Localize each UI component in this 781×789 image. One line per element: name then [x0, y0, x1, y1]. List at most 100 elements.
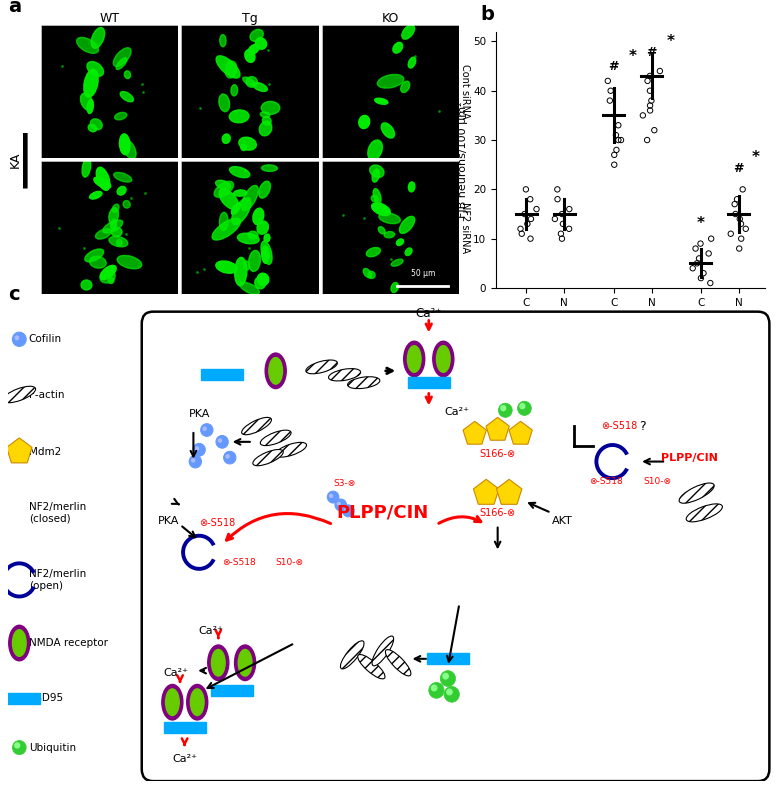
Ellipse shape: [100, 271, 116, 283]
Ellipse shape: [384, 231, 394, 237]
Bar: [211, 685, 253, 696]
Ellipse shape: [214, 181, 234, 197]
Text: S10-⊗: S10-⊗: [276, 558, 304, 567]
Ellipse shape: [372, 169, 380, 182]
Ellipse shape: [232, 198, 251, 225]
Ellipse shape: [230, 166, 250, 178]
Ellipse shape: [363, 268, 372, 278]
Point: [615, 134, 627, 147]
Ellipse shape: [253, 208, 264, 225]
Ellipse shape: [187, 685, 208, 720]
Bar: [201, 369, 243, 380]
Ellipse shape: [90, 256, 106, 268]
Ellipse shape: [241, 144, 247, 151]
Point: [514, 222, 526, 235]
Point: [731, 193, 744, 206]
Ellipse shape: [88, 125, 97, 132]
Point: [524, 193, 537, 206]
Ellipse shape: [358, 655, 385, 679]
Text: *: *: [666, 34, 675, 49]
Ellipse shape: [234, 190, 247, 196]
Ellipse shape: [234, 645, 255, 680]
Point: [645, 95, 658, 107]
Ellipse shape: [393, 43, 403, 53]
Text: ⊗-S518: ⊗-S518: [222, 558, 256, 567]
Ellipse shape: [262, 246, 269, 264]
Ellipse shape: [124, 71, 130, 79]
Ellipse shape: [260, 112, 269, 118]
Ellipse shape: [87, 99, 94, 114]
Ellipse shape: [408, 182, 415, 192]
Ellipse shape: [253, 450, 284, 466]
Ellipse shape: [243, 77, 255, 86]
Point: [690, 257, 703, 270]
Circle shape: [203, 427, 206, 430]
Ellipse shape: [259, 181, 270, 198]
Text: NF2/merlin
(closed): NF2/merlin (closed): [29, 502, 86, 524]
Circle shape: [219, 439, 222, 442]
Y-axis label: NF2 siRNA: NF2 siRNA: [460, 202, 470, 253]
Text: #: #: [608, 61, 619, 73]
Ellipse shape: [81, 280, 92, 290]
Polygon shape: [463, 421, 487, 444]
Ellipse shape: [111, 227, 122, 237]
Circle shape: [201, 424, 213, 436]
Text: ⊗-S518: ⊗-S518: [199, 518, 235, 528]
Ellipse shape: [109, 237, 128, 247]
Text: ⊗-S518: ⊗-S518: [590, 477, 623, 486]
Ellipse shape: [212, 219, 241, 240]
Point: [686, 262, 699, 275]
Polygon shape: [509, 421, 533, 444]
Point: [654, 65, 666, 77]
Ellipse shape: [103, 220, 123, 233]
Ellipse shape: [250, 29, 263, 41]
Point: [694, 271, 707, 285]
Circle shape: [343, 505, 354, 517]
Ellipse shape: [368, 271, 375, 279]
Text: 50 μm: 50 μm: [411, 269, 435, 279]
Ellipse shape: [372, 636, 394, 666]
Bar: [427, 653, 469, 664]
Ellipse shape: [216, 56, 240, 78]
Ellipse shape: [260, 430, 291, 446]
Ellipse shape: [686, 504, 722, 522]
Ellipse shape: [262, 101, 280, 114]
Circle shape: [501, 406, 505, 410]
Point: [690, 242, 702, 255]
Ellipse shape: [401, 81, 410, 92]
Ellipse shape: [208, 645, 229, 680]
Text: ⊗-S518: ⊗-S518: [601, 421, 637, 431]
Ellipse shape: [234, 257, 247, 286]
Point: [557, 218, 569, 230]
Point: [604, 95, 616, 107]
Ellipse shape: [9, 625, 30, 661]
Ellipse shape: [266, 353, 286, 389]
Text: S166-⊗: S166-⊗: [480, 449, 515, 458]
Ellipse shape: [87, 62, 104, 77]
Text: F-actin: F-actin: [29, 390, 64, 399]
Point: [608, 159, 620, 171]
Circle shape: [447, 690, 452, 695]
Point: [736, 183, 749, 196]
Ellipse shape: [216, 261, 237, 273]
Ellipse shape: [401, 24, 415, 39]
Ellipse shape: [116, 58, 127, 69]
Point: [733, 213, 746, 226]
Ellipse shape: [255, 277, 266, 289]
Point: [693, 252, 705, 265]
Text: PLPP/CIN: PLPP/CIN: [661, 453, 718, 462]
Circle shape: [226, 454, 229, 458]
Text: AKT: AKT: [552, 516, 573, 525]
Text: ?: ?: [639, 420, 646, 432]
Point: [729, 208, 742, 220]
Ellipse shape: [216, 180, 230, 189]
Text: S3-⊗: S3-⊗: [333, 479, 355, 488]
Ellipse shape: [82, 159, 91, 177]
Ellipse shape: [166, 689, 179, 716]
Ellipse shape: [381, 123, 394, 138]
Ellipse shape: [259, 122, 272, 136]
Ellipse shape: [366, 248, 380, 256]
Circle shape: [327, 491, 339, 503]
Circle shape: [498, 403, 512, 417]
Circle shape: [337, 503, 341, 505]
